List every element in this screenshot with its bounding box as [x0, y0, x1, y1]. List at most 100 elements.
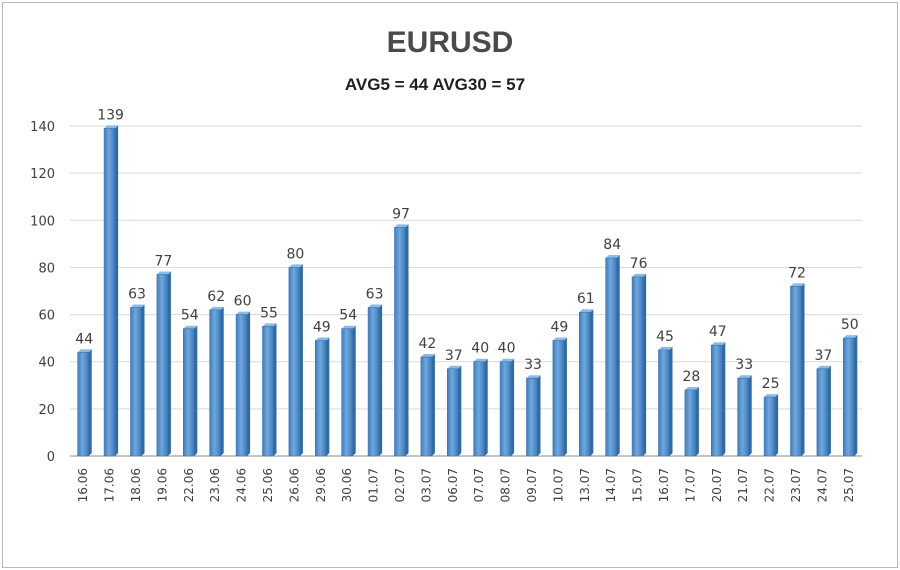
bar-top — [632, 273, 647, 277]
bar — [578, 311, 591, 457]
bar-top — [711, 342, 726, 346]
bar-side — [484, 358, 488, 456]
bar-top — [658, 346, 673, 350]
bar-top — [156, 271, 171, 275]
data-label: 63 — [128, 287, 146, 303]
bar — [420, 356, 433, 457]
x-tick-label: 02.07 — [393, 468, 407, 502]
x-tick-label: 24.07 — [815, 468, 829, 502]
x-tick-label: 20.07 — [710, 468, 724, 502]
bar-top — [552, 337, 567, 341]
bar-side — [326, 337, 330, 456]
data-label: 60 — [234, 294, 252, 310]
x-tick-label: 01.07 — [367, 468, 381, 502]
bar-top — [605, 255, 620, 258]
bars — [77, 125, 858, 457]
x-tick-label: 23.07 — [789, 468, 803, 502]
data-label: 63 — [366, 287, 384, 303]
bar-side — [299, 264, 303, 456]
bar-top — [816, 365, 831, 369]
y-axis: 0 20 40 60 80 100 120 140 — [30, 120, 55, 465]
bar-top — [183, 325, 198, 329]
x-tick-label: 26.06 — [287, 468, 301, 502]
bar — [763, 396, 776, 457]
y-tick-label: 100 — [30, 214, 55, 229]
x-tick-label: 24.06 — [235, 468, 249, 502]
data-label: 37 — [445, 348, 463, 364]
bar-top — [526, 375, 541, 379]
bar-side — [801, 283, 805, 456]
bar-top — [790, 283, 805, 287]
bar-side — [167, 271, 171, 456]
bar — [77, 351, 89, 457]
data-label: 33 — [524, 357, 542, 373]
bar-top — [288, 264, 303, 268]
bar-side — [511, 358, 515, 456]
bar — [446, 368, 459, 457]
y-tick-label: 140 — [30, 120, 55, 135]
bar — [499, 361, 512, 457]
y-tick-label: 60 — [38, 309, 55, 324]
x-tick-label: 16.07 — [657, 468, 671, 502]
data-label: 84 — [603, 237, 621, 253]
data-labels: 44 139 63 77 54 62 60 55 80 49 54 63 97 42 37 40 40 33 49 6… — [75, 107, 858, 392]
bar — [473, 361, 486, 457]
bar-side — [88, 349, 92, 456]
bar-top — [447, 365, 462, 369]
data-label: 54 — [181, 308, 199, 324]
bar — [288, 267, 301, 457]
bar-top — [104, 125, 119, 129]
x-tick-label: 18.06 — [129, 468, 143, 502]
bar — [552, 340, 565, 457]
bar — [394, 227, 406, 457]
bar-top — [315, 337, 330, 341]
x-tick-label: 10.07 — [551, 468, 565, 502]
data-label: 25 — [762, 376, 780, 392]
data-label: 62 — [207, 289, 225, 305]
bar-top — [579, 309, 594, 313]
bar — [341, 328, 354, 457]
data-label: 44 — [75, 331, 93, 347]
data-label: 33 — [735, 357, 753, 373]
data-label: 54 — [339, 308, 357, 324]
y-tick-label: 0 — [47, 450, 55, 465]
bar-side — [379, 304, 383, 456]
bar — [737, 377, 750, 457]
bar-side — [775, 394, 779, 456]
bar — [156, 274, 169, 457]
bar-side — [431, 354, 435, 456]
bar-side — [458, 365, 462, 456]
bar — [262, 326, 274, 457]
x-tick-label: 22.07 — [763, 468, 777, 502]
bar — [658, 349, 670, 457]
bar-top — [473, 358, 488, 362]
bar-side — [220, 306, 224, 456]
gridlines — [70, 125, 862, 457]
bar-side — [616, 255, 620, 456]
x-tick-label: 25.06 — [261, 468, 275, 502]
y-tick-label: 120 — [30, 167, 55, 182]
bar-top — [500, 358, 515, 362]
data-label: 45 — [656, 329, 674, 345]
x-tick-label: 14.07 — [604, 468, 618, 502]
bar — [314, 340, 327, 457]
data-label: 55 — [260, 305, 278, 321]
x-tick-label: 17.06 — [103, 468, 117, 502]
x-tick-label: 29.06 — [314, 468, 328, 502]
bar-top — [341, 325, 356, 329]
bar — [103, 128, 116, 457]
x-axis: 16.06 17.06 18.06 19.06 22.06 23.06 24.06 25.06… — [76, 468, 856, 502]
bar-side — [643, 273, 647, 456]
x-tick-label: 08.07 — [499, 468, 513, 502]
data-label: 49 — [550, 320, 568, 336]
bar-top — [420, 354, 435, 357]
bar-side — [590, 309, 594, 456]
bar — [130, 307, 142, 457]
bar-top — [368, 304, 383, 308]
bar-side — [748, 375, 752, 456]
bar-top — [764, 394, 779, 398]
x-tick-label: 09.07 — [525, 468, 539, 502]
x-tick-label: 15.07 — [631, 468, 645, 502]
bar-side — [669, 346, 673, 456]
